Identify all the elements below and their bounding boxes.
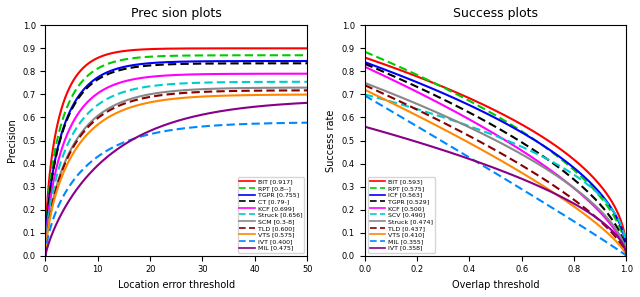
Y-axis label: Precision: Precision [7,119,17,162]
Title: Prec sion plots: Prec sion plots [131,7,221,20]
X-axis label: Overlap threshold: Overlap threshold [452,280,540,290]
Legend: BIT [0.593], RPT [0.575], ICF [0.563], TGPR [0.529], KCF [0.500], SCV [0.490], S: BIT [0.593], RPT [0.575], ICF [0.563], T… [368,177,435,253]
Title: Success plots: Success plots [453,7,538,20]
X-axis label: Location error threshold: Location error threshold [118,280,235,290]
Y-axis label: Success rate: Success rate [326,109,336,172]
Legend: BIT [0.917], RPT [0.8--], TGPR [0.755], CT [0.79-], KCF [0.699], Struck [0.656],: BIT [0.917], RPT [0.8--], TGPR [0.755], … [237,177,304,253]
